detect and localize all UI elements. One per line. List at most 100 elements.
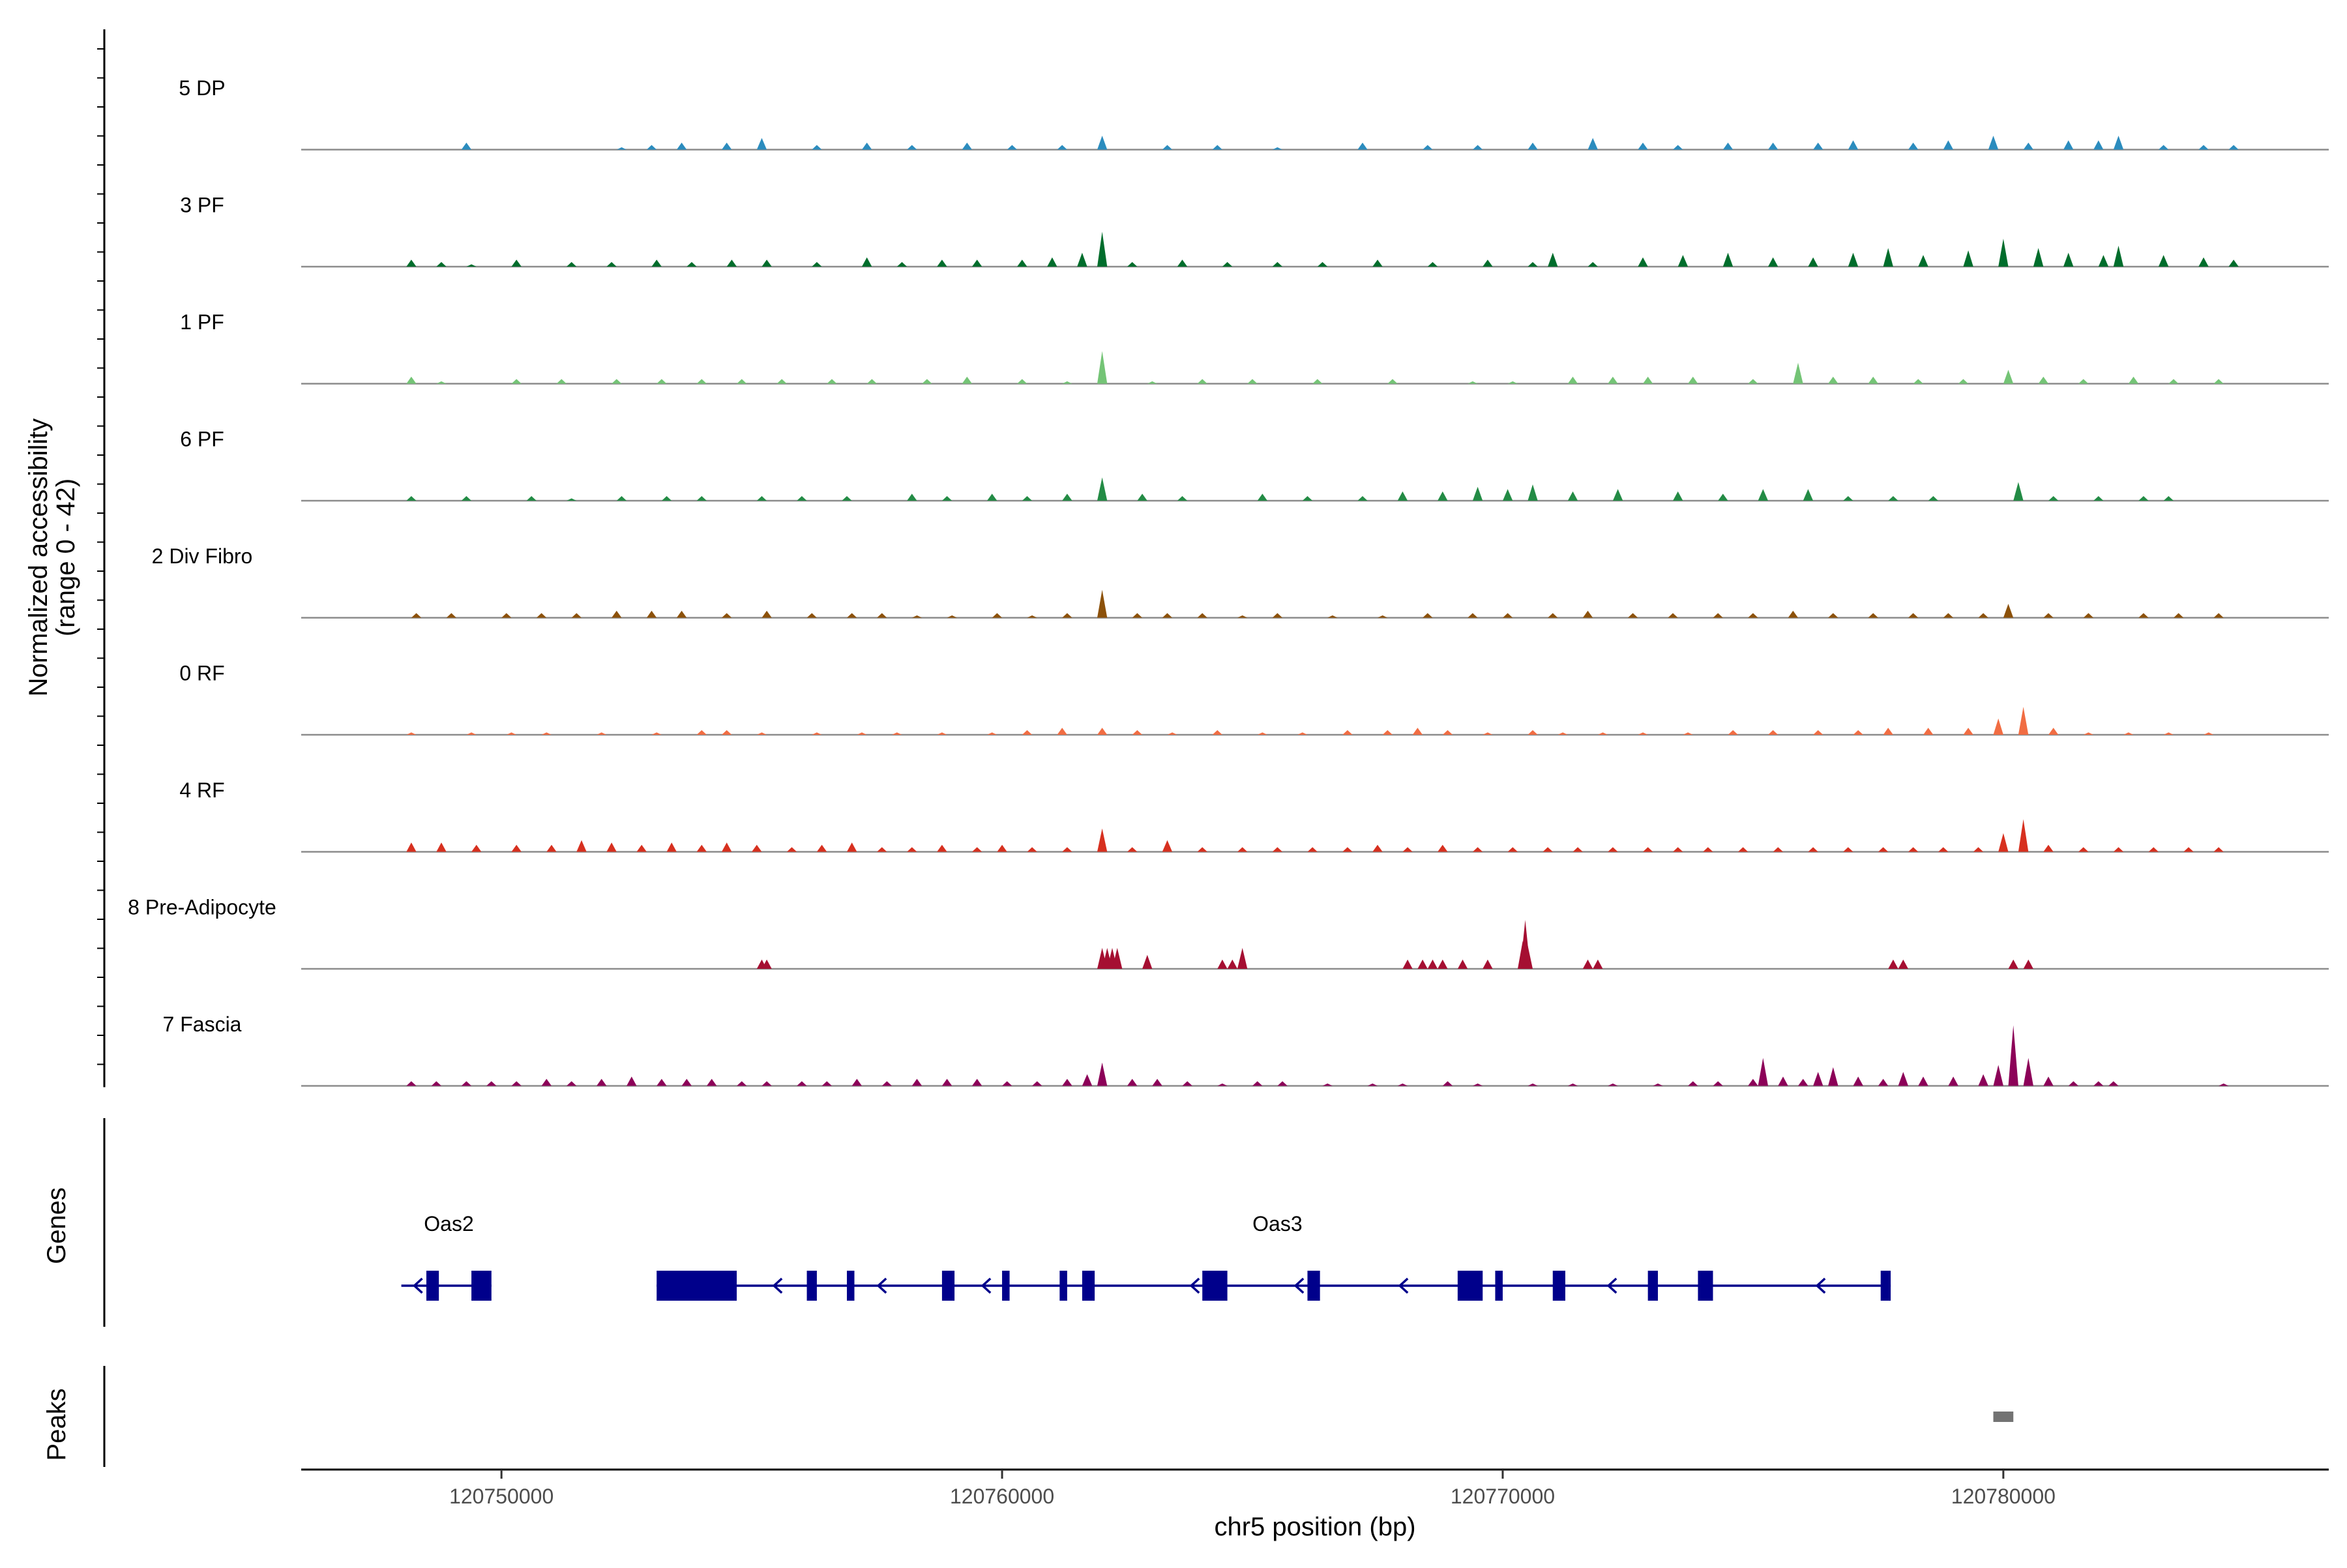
coverage-peak (1908, 847, 1919, 852)
coverage-peak (722, 842, 732, 852)
track-6-pf: 6 PF (180, 428, 2329, 502)
track-2-div-fibro: 2 Div Fibro (152, 544, 2329, 619)
coverage-peak (616, 147, 627, 150)
coverage-peak (436, 381, 447, 384)
coverage-peak (2078, 847, 2089, 852)
coverage-peak (1177, 259, 1188, 267)
coverage-peak (2043, 1076, 2054, 1086)
gene-exon (941, 1271, 955, 1301)
coverage-peak (1427, 261, 1438, 267)
track-0-rf: 0 RF (179, 662, 2329, 736)
coverage-peak (972, 847, 982, 852)
coverage-peak (922, 379, 932, 384)
coverage-peak (2163, 496, 2174, 501)
coverage-peak (567, 1081, 577, 1086)
coverage-peak (1593, 959, 1603, 969)
coverage-peak (797, 1081, 807, 1086)
gene-exon (1082, 1271, 1095, 1301)
coverage-peak (1883, 728, 1893, 735)
coverage-peak (1057, 145, 1067, 150)
coverage-peak (1788, 610, 1798, 618)
coverage-peak (636, 844, 647, 852)
coverage-peak (851, 1078, 862, 1086)
coverage-peak (821, 1081, 832, 1086)
coverage-peak (997, 844, 1007, 852)
coverage-peak (1978, 1074, 1988, 1086)
coverage-peak (1302, 496, 1313, 501)
coverage-peak (1608, 847, 1618, 852)
coverage-peak (1958, 379, 1969, 384)
coverage-peak (1062, 381, 1072, 384)
coverage-peak (2008, 1025, 2018, 1086)
coverage-peak (987, 732, 997, 735)
coverage-peak (1567, 376, 1578, 384)
coverage-peak (471, 844, 482, 852)
coverage-peak (1372, 259, 1383, 267)
coverage-peak (1047, 257, 1057, 267)
coverage-peak (2213, 847, 2224, 852)
coverage-peak (686, 261, 697, 267)
coverage-peak (1587, 138, 1598, 150)
gene-label: Oas3 (1252, 1212, 1302, 1235)
coverage-peak (1097, 828, 1108, 852)
coverage-peak (1808, 257, 1818, 267)
coverage-peak (696, 379, 707, 384)
coverage-peak (1528, 484, 1538, 501)
gene-exon (806, 1271, 817, 1301)
coverage-peak (406, 1081, 417, 1086)
coverage-peak (661, 496, 672, 501)
coverage-peak (2078, 379, 2089, 384)
coverage-peak (1998, 239, 2009, 267)
coverage-peak (1457, 959, 1468, 969)
coverage-peak (941, 496, 952, 501)
coverage-peak (1582, 610, 1593, 618)
coverage-peak (1503, 489, 1513, 501)
coverage-peak (612, 379, 622, 384)
coverage-peak (431, 1081, 441, 1086)
coverage-peak (776, 379, 787, 384)
coverage-peak (1322, 1083, 1333, 1086)
coverage-peak (2138, 496, 2149, 501)
track-label: 3 PF (180, 194, 224, 217)
coverage-peak (1528, 261, 1538, 267)
coverage-peak (1237, 947, 1248, 969)
coverage-peak (2093, 140, 2104, 150)
coverage-peak (2113, 847, 2124, 852)
coverage-peak (1307, 847, 1318, 852)
coverage-peak (847, 613, 857, 618)
coverage-peak (511, 259, 522, 267)
coverage-peak (1928, 496, 1938, 501)
coverage-peak (1582, 959, 1593, 969)
coverage-peak (2213, 379, 2224, 384)
coverage-peak (1528, 730, 1538, 735)
coverage-peak (1503, 613, 1513, 618)
coverage-peak (1828, 1067, 1838, 1086)
coverage-peak (1397, 491, 1408, 501)
coverage-peak (1793, 362, 1803, 384)
coverage-peak (1673, 847, 1683, 852)
coverage-peak (567, 261, 577, 267)
coverage-peak (597, 732, 607, 735)
coverage-peak (1938, 847, 1949, 852)
coverage-peak (1943, 613, 1954, 618)
coverage-peak (2023, 1058, 2033, 1086)
coverage-peak (666, 842, 677, 852)
coverage-peak (737, 1081, 747, 1086)
coverage-peak (1988, 136, 1999, 150)
coverage-peak (646, 610, 657, 618)
coverage-peak (1342, 730, 1353, 735)
coverage-peak (2093, 496, 2104, 501)
coverage-peak (847, 842, 857, 852)
coverage-peak (1483, 732, 1493, 735)
track-label: 2 Div Fibro (152, 544, 253, 568)
track-label: 7 Fascia (163, 1013, 242, 1036)
coverage-peak (756, 732, 767, 735)
coverage-peak (1848, 140, 1859, 150)
coverage-peak (1237, 847, 1248, 852)
coverage-peak (1828, 613, 1838, 618)
coverage-peak (1097, 1062, 1108, 1086)
gene-exon (1552, 1271, 1565, 1301)
coverage-peak (2033, 248, 2044, 267)
coverage-peak (1472, 486, 1483, 501)
coverage-peak (1082, 1074, 1093, 1086)
